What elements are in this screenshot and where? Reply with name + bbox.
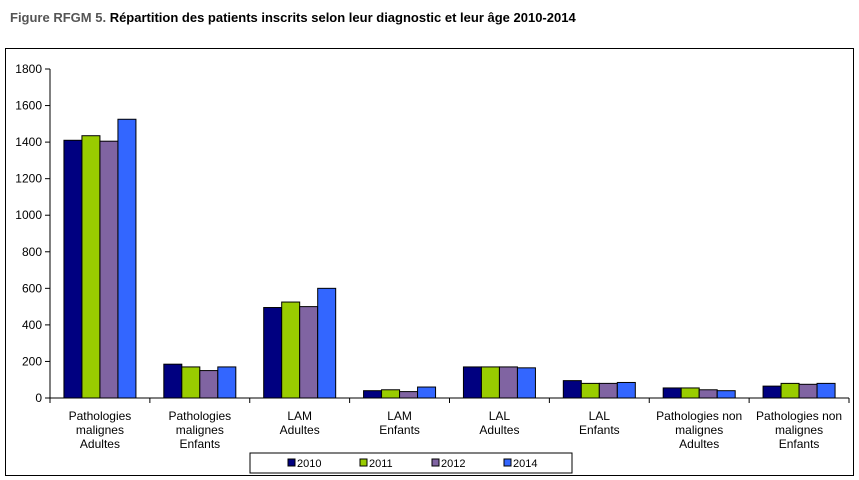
bar-2012-4 — [399, 391, 419, 399]
bar-2011-6 — [580, 382, 600, 399]
bar-2012-2 — [199, 370, 219, 399]
bar-2011-5 — [480, 366, 500, 399]
figure-title-text: Répartition des patients inscrits selon … — [109, 10, 576, 25]
legend-box — [249, 452, 573, 474]
bar-2012-3 — [299, 306, 319, 399]
y-tick-label: 400 — [22, 318, 42, 332]
legend-swatch-2010 — [287, 458, 296, 467]
bar-2014-2 — [217, 366, 237, 399]
legend-swatch-2011 — [359, 458, 368, 467]
bar-2012-5 — [498, 366, 518, 399]
legend-label-2010: 2010 — [297, 458, 321, 470]
bar-2011-4 — [381, 389, 401, 399]
figure-title: Figure RFGM 5. Répartition des patients … — [10, 10, 576, 25]
bar-2012-8 — [798, 383, 818, 399]
legend-swatch-2012 — [431, 458, 440, 467]
bar-2012-1 — [99, 140, 119, 399]
x-category-label: Pathologies malignes Enfants — [168, 409, 231, 451]
y-tick-label: 1400 — [15, 135, 42, 149]
x-category-label: Pathologies non malignes Enfants — [756, 409, 842, 451]
bar-2011-1 — [81, 135, 101, 399]
y-tick-label: 600 — [22, 281, 42, 295]
bar-2010-5 — [462, 366, 482, 399]
bar-2011-8 — [780, 382, 800, 399]
chart-bars — [63, 118, 836, 399]
legend-swatch-2014 — [503, 458, 512, 467]
bar-2012-6 — [598, 382, 618, 399]
legend-label-2012: 2012 — [441, 458, 465, 470]
bar-2010-6 — [562, 380, 582, 399]
chart-frame — [5, 48, 854, 476]
bar-2010-1 — [63, 139, 83, 399]
y-tick-label: 800 — [22, 245, 42, 259]
y-tick-label: 0 — [35, 391, 42, 405]
bar-2012-7 — [698, 389, 718, 399]
bar-2011-2 — [181, 366, 201, 399]
bar-2010-2 — [163, 363, 183, 399]
bar-2014-8 — [816, 382, 836, 399]
y-tick-label: 200 — [22, 354, 42, 368]
x-category-label: Pathologies non malignes Adultes — [656, 409, 742, 451]
y-tick-label: 1000 — [15, 208, 42, 222]
bar-2010-7 — [662, 387, 682, 399]
bar-2014-6 — [616, 381, 636, 399]
y-tick-label: 1200 — [15, 172, 42, 186]
x-category-label: LAL Enfants — [579, 409, 620, 437]
x-category-label: LAM Enfants — [379, 409, 420, 437]
x-category-label: LAL Adultes — [479, 409, 519, 437]
x-category-label: Pathologies malignes Adultes — [69, 409, 132, 451]
bar-2010-3 — [263, 307, 283, 399]
bar-2011-7 — [680, 387, 700, 399]
bar-2014-1 — [117, 118, 137, 399]
bar-2014-7 — [716, 390, 736, 399]
figure-title-prefix: Figure RFGM 5. — [10, 10, 107, 25]
x-category-label: LAM Adultes — [280, 409, 320, 437]
chart-axes: 0 200 400 600 800 1000 1200 1400 1600 1800 — [15, 62, 850, 405]
bar-2010-8 — [762, 385, 782, 399]
chart-legend: 2010 2011 2012 2014 — [249, 452, 573, 474]
bar-2011-3 — [281, 301, 301, 399]
bar-2010-4 — [363, 390, 383, 399]
legend-label-2011: 2011 — [369, 458, 393, 470]
bar-2014-3 — [317, 287, 337, 399]
y-tick-label: 1600 — [15, 99, 42, 113]
x-axis-labels: Pathologies malignes Adultes Pathologies mal… — [69, 409, 843, 451]
bar-2014-5 — [516, 367, 536, 399]
legend-label-2014: 2014 — [513, 458, 537, 470]
y-tick-label: 1800 — [15, 62, 42, 76]
bar-2014-4 — [417, 386, 437, 399]
